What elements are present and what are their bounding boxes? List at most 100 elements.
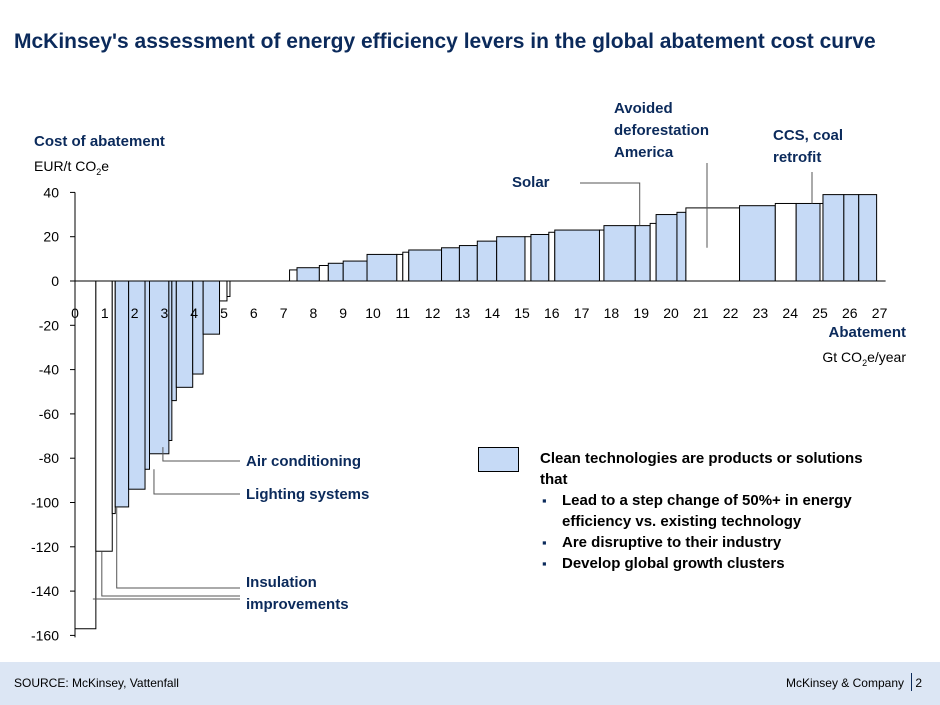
x-tick-label: 0 xyxy=(71,305,79,321)
annotation-solar: Solar xyxy=(512,174,550,191)
bar-segment xyxy=(634,225,651,282)
bar-segment xyxy=(795,202,821,282)
bar-segment xyxy=(858,194,878,282)
bar-segment xyxy=(603,225,636,282)
legend-text: Clean technologies are products or solut… xyxy=(540,448,870,574)
legend-bullet: Are disruptive to their industry xyxy=(540,532,870,553)
bar-segment xyxy=(774,202,797,282)
x-tick-label: 7 xyxy=(280,305,288,321)
x-tick-label: 4 xyxy=(190,305,198,321)
bar-segment xyxy=(408,249,443,282)
leader-air-conditioning xyxy=(162,447,240,462)
bar-segment xyxy=(655,214,678,282)
bar-segment xyxy=(95,280,113,552)
bar-segment xyxy=(175,280,194,388)
bar-segment xyxy=(114,280,130,508)
y-tick-label: -80 xyxy=(39,450,59,466)
x-unit-pre: Gt CO xyxy=(822,349,863,365)
legend-intro: Clean technologies are products or solut… xyxy=(540,450,863,488)
bar-segment xyxy=(476,240,498,282)
y-tick-label: -20 xyxy=(39,317,59,333)
y-unit-post: e xyxy=(101,158,110,174)
bar-segment xyxy=(458,245,478,282)
annotation-insulation: Insulation improvements xyxy=(246,574,349,613)
x-tick-label: 2 xyxy=(131,305,139,321)
footer-source: SOURCE: McKinsey, Vattenfall xyxy=(14,676,179,690)
y-tick-label: -60 xyxy=(39,406,59,422)
bar-segment xyxy=(676,211,687,282)
x-tick-label: 24 xyxy=(782,305,798,321)
y-axis-label-line1: Cost of abatement xyxy=(34,133,165,150)
bar-segment xyxy=(496,236,526,282)
bar-segment xyxy=(192,280,204,375)
bar-segment xyxy=(171,280,177,402)
y-tick-label: 0 xyxy=(51,273,59,289)
x-tick-label: 22 xyxy=(723,305,739,321)
legend-bullets: Lead to a step change of 50%+ in energy … xyxy=(540,490,870,574)
x-unit-post: e/year xyxy=(867,349,906,365)
bar-segment xyxy=(530,233,550,282)
annotation-ccs: CCS, coal retrofit xyxy=(773,127,844,166)
x-tick-label: 19 xyxy=(633,305,649,321)
x-axis-label: Abatement xyxy=(828,324,906,341)
y-tick-label: 40 xyxy=(43,184,59,200)
x-tick-label: 1 xyxy=(101,305,109,321)
bar-segment xyxy=(74,280,97,630)
x-tick-label: 18 xyxy=(604,305,620,321)
page-title: McKinsey's assessment of energy efficien… xyxy=(14,30,876,53)
y-unit-pre: EUR/t CO xyxy=(34,158,97,174)
y-axis-unit: EUR/t CO2e xyxy=(34,156,109,182)
x-tick-label: 8 xyxy=(310,305,318,321)
bar-segment xyxy=(739,205,776,282)
annotation-avoided-deforestation: Avoided deforestation America xyxy=(614,100,710,161)
x-tick-label: 14 xyxy=(484,305,500,321)
bar-segment xyxy=(598,229,605,282)
bar-segment xyxy=(402,251,410,282)
bar-segment xyxy=(327,262,344,282)
bar-segment xyxy=(649,222,657,282)
x-tick-label: 16 xyxy=(544,305,560,321)
legend-swatch-clean xyxy=(478,447,519,472)
bar-segment xyxy=(396,253,404,282)
annotation-air-conditioning: Air conditioning xyxy=(246,453,361,470)
x-tick-label: 12 xyxy=(425,305,441,321)
bar-segment xyxy=(318,264,329,282)
x-tick-label: 23 xyxy=(753,305,769,321)
chart-bars xyxy=(74,194,878,630)
x-tick-label: 13 xyxy=(455,305,471,321)
bar-segment xyxy=(219,280,228,302)
leader-insulation-1 xyxy=(116,506,240,589)
leader-lighting xyxy=(153,469,240,495)
x-tick-label: 25 xyxy=(812,305,828,321)
bar-segment xyxy=(524,236,532,282)
legend-bullet: Develop global growth clusters xyxy=(540,553,870,574)
x-tick-label: 27 xyxy=(872,305,888,321)
bar-segment xyxy=(843,194,860,282)
x-tick-label: 26 xyxy=(842,305,858,321)
bar-segment xyxy=(441,247,460,282)
bar-segment xyxy=(202,280,221,335)
bar-segment xyxy=(366,253,398,282)
bar-segment xyxy=(226,280,231,298)
leader-solar xyxy=(580,182,641,226)
annotation-lighting: Lighting systems xyxy=(246,486,370,503)
bar-segment xyxy=(342,260,368,282)
y-tick-label: -100 xyxy=(31,495,59,511)
legend-bullet: Lead to a step change of 50%+ in energy … xyxy=(540,490,870,532)
footer-page-number: 2 xyxy=(915,676,922,690)
x-tick-label: 6 xyxy=(250,305,258,321)
bar-segment xyxy=(289,269,298,282)
x-tick-label: 11 xyxy=(396,305,411,321)
x-tick-label: 21 xyxy=(693,305,709,321)
footer-separator xyxy=(911,673,912,691)
y-tick-label: -40 xyxy=(39,362,59,378)
y-unit-sub: 2 xyxy=(96,166,102,177)
footer-company: McKinsey & Company xyxy=(785,676,904,690)
y-tick-label: 20 xyxy=(43,229,59,245)
x-axis-unit: Gt CO2e/year xyxy=(760,347,906,373)
x-tick-label: 10 xyxy=(365,305,381,321)
x-tick-label: 5 xyxy=(220,305,228,321)
bar-segment xyxy=(554,229,600,282)
